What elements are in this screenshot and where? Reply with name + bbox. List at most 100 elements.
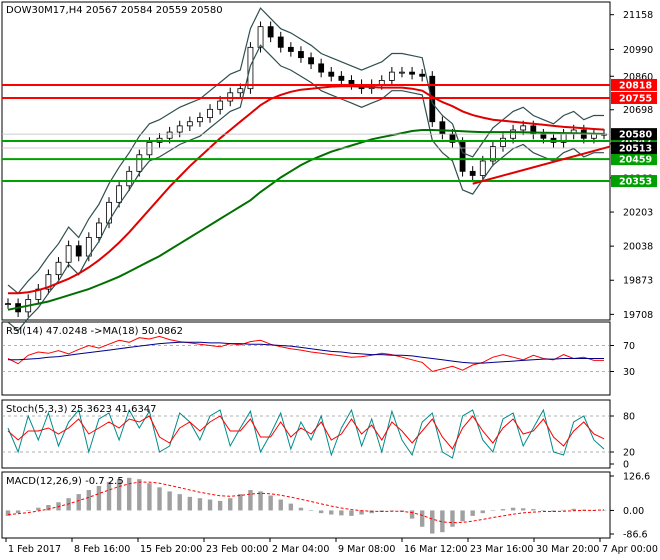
time-tick-label: 1 Feb 2017: [8, 544, 61, 555]
main-frame: [1, 1, 611, 321]
stoch-line: [7, 408, 605, 459]
candle-body: [186, 121, 193, 127]
price-tag: [611, 141, 657, 154]
candle-body: [419, 73, 426, 77]
time-tick-label: 9 Mar 08:00: [338, 544, 395, 555]
candle-body: [146, 141, 153, 156]
time-tick-label: 30 Mar 20:00: [536, 544, 599, 555]
time-tick-label: 23 Feb 00:00: [206, 544, 268, 555]
macd-frame: [1, 471, 611, 539]
candle-body: [45, 274, 52, 290]
price-tick-label: 19873: [623, 276, 653, 287]
stoch-tick-label: 80: [623, 412, 635, 423]
macd-bar: [419, 510, 425, 527]
macd-bar: [298, 507, 304, 511]
candle-body: [237, 88, 244, 94]
macd-bar: [288, 503, 294, 511]
candle-body: [348, 80, 355, 85]
level-tag-label: 20547: [619, 136, 652, 147]
rsi-line: [8, 341, 604, 364]
macd-bar: [409, 510, 415, 519]
price-tick-label: 20990: [623, 45, 653, 56]
rsi-title: RSI(14) 47.0248 ->MA(18) 50.0862: [6, 326, 183, 337]
macd-tick-label: 0.00: [623, 506, 644, 517]
macd-bar: [349, 510, 354, 516]
macd-bar: [207, 499, 213, 511]
macd-bar: [106, 481, 112, 511]
price-tick-label: 19708: [623, 310, 653, 321]
price-tag-label: 20580: [619, 130, 652, 141]
rsi-line: [7, 335, 604, 373]
macd-bar: [308, 510, 314, 511]
candle-body: [106, 201, 112, 224]
macd-bar: [147, 483, 152, 511]
macd-bar: [470, 510, 475, 516]
candle-body: [388, 71, 395, 81]
candle-body: [469, 170, 476, 176]
macd-bar: [137, 479, 142, 511]
macd-panel: -86.6 0.00 126.6: [5, 472, 650, 541]
stoch-title: Stoch(5,3,3) 25.3623 41.6347: [6, 404, 157, 415]
candle-body: [429, 75, 436, 123]
candle-body: [328, 71, 335, 77]
candle-body: [500, 137, 506, 147]
macd-tick-label: 126.6: [623, 472, 650, 483]
macd-bar: [167, 491, 172, 511]
macd-title: MACD(12,26,9) -0.7 2.5: [6, 476, 124, 487]
macd-bar: [46, 505, 51, 511]
candle-body: [520, 125, 527, 131]
candle-body: [65, 245, 72, 263]
macd-bar: [248, 490, 253, 511]
candle-body: [459, 141, 466, 172]
time-tick-label: 23 Mar 16:00: [470, 544, 533, 555]
level-tag-label: 20755: [619, 93, 652, 104]
candle-body: [399, 71, 405, 74]
price-tick-label: 21158: [623, 10, 653, 21]
macd-bar: [258, 491, 263, 511]
level-tag-label: 20353: [619, 177, 652, 188]
macd-bar: [217, 500, 223, 511]
macd-bar: [571, 508, 576, 511]
rsi-frame: [1, 321, 611, 396]
macd-bar: [440, 510, 445, 533]
macd-bar: [520, 508, 526, 511]
candle-body: [197, 117, 203, 123]
lower-band: [7, 44, 604, 332]
candle-body: [5, 303, 11, 306]
level-tag: [611, 175, 657, 188]
macd-bar: [197, 498, 203, 511]
macd-bar: [157, 487, 162, 511]
trendline: [472, 145, 611, 185]
macd-bar: [450, 510, 455, 527]
macd-bar: [389, 510, 395, 511]
candle-body: [287, 46, 294, 52]
upper-band: [7, 7, 604, 295]
candle-body: [176, 125, 183, 133]
level-tag-label: 20459: [619, 155, 652, 166]
candle-body: [75, 245, 82, 257]
price-tag-label: 20513: [619, 143, 652, 154]
stoch-tick-label: 0: [623, 460, 629, 471]
macd-bar: [177, 494, 182, 511]
macd-bar: [116, 479, 122, 511]
macd-bar: [318, 510, 324, 514]
price-tick-label: 20203: [623, 208, 653, 219]
price-tick-label: 20698: [623, 105, 653, 116]
macd-bar: [187, 496, 193, 511]
candle-body: [257, 26, 264, 48]
candle-body: [308, 57, 314, 65]
candle-body: [96, 222, 102, 238]
candle-body: [55, 261, 62, 276]
macd-bar: [96, 485, 102, 511]
macd-bar: [531, 509, 536, 511]
main-price-panel: 1970819873200382020320368205332069820860…: [2, 7, 657, 332]
candle-body: [298, 51, 304, 59]
moving-average-line: [7, 129, 605, 311]
time-tick-label: 16 Mar 12:00: [404, 544, 467, 555]
candle-body: [338, 75, 345, 81]
price-tick-label: 20038: [623, 242, 653, 253]
macd-bar: [228, 498, 233, 511]
macd-bar: [500, 509, 506, 511]
